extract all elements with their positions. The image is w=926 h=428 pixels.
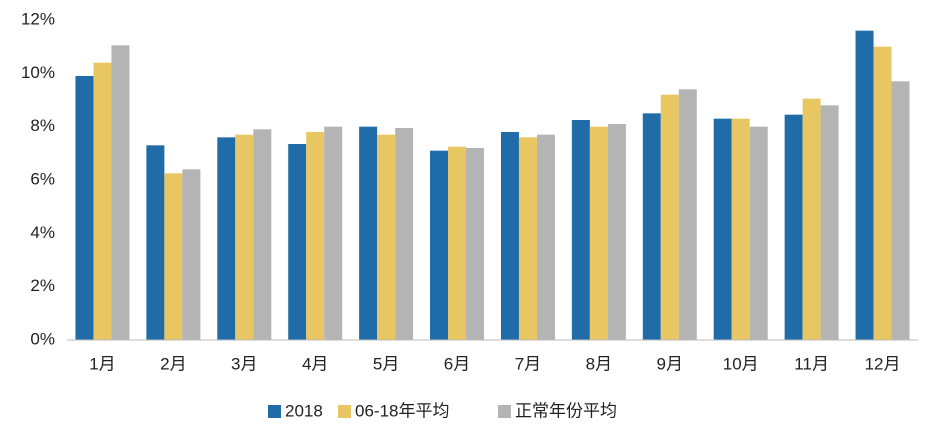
bar (713, 118, 732, 341)
bar (217, 137, 236, 340)
bar (93, 62, 112, 341)
bar (855, 30, 874, 341)
bar (75, 76, 94, 340)
bar (359, 126, 378, 341)
bar (820, 105, 839, 340)
x-tick-label: 7月 (515, 354, 541, 373)
x-tick-label: 9月 (657, 354, 683, 373)
bar (607, 124, 626, 340)
legend-swatch (338, 405, 351, 418)
bar (642, 113, 661, 340)
legend-swatch (268, 405, 281, 418)
bar (111, 45, 130, 340)
legend-label: 2018 (285, 401, 323, 420)
bar (518, 137, 537, 340)
bar (500, 132, 519, 340)
x-tick-label: 8月 (586, 354, 612, 373)
y-tick-label: 4% (30, 223, 55, 242)
x-tick-label: 6月 (444, 354, 470, 373)
legend-label: 06-18年平均 (355, 401, 449, 420)
bar (146, 145, 165, 340)
bar (164, 173, 183, 340)
y-tick-label: 12% (21, 9, 55, 28)
bar (678, 89, 697, 340)
bar (802, 98, 821, 341)
y-tick-label: 0% (30, 329, 55, 348)
x-tick-label: 12月 (865, 354, 901, 373)
legend-swatch (498, 405, 511, 418)
bar (377, 134, 396, 340)
y-tick-label: 10% (21, 63, 55, 82)
x-tick-label: 3月 (231, 354, 257, 373)
x-tick-label: 1月 (89, 354, 115, 373)
x-tick-label: 2月 (160, 354, 186, 373)
bar (395, 128, 414, 340)
legend-label: 正常年份平均 (515, 401, 617, 420)
y-tick-label: 2% (30, 276, 55, 295)
bar (466, 148, 485, 340)
x-tick-label: 4月 (302, 354, 328, 373)
bar (749, 126, 768, 341)
x-tick-label: 11月 (794, 354, 829, 373)
bar (571, 120, 590, 340)
bar (448, 146, 467, 340)
x-tick-label: 10月 (723, 354, 759, 373)
bar (306, 132, 325, 340)
bar (253, 129, 272, 340)
bar (430, 150, 449, 340)
bar (324, 126, 343, 341)
bar (288, 144, 307, 340)
bar (589, 126, 608, 341)
y-tick-label: 6% (30, 169, 55, 188)
bar (536, 134, 555, 340)
bar (873, 46, 892, 341)
bar (660, 94, 679, 341)
bar (731, 118, 750, 341)
y-tick-label: 8% (30, 116, 55, 135)
bar (784, 114, 803, 341)
bar (182, 169, 201, 340)
bar (235, 134, 254, 340)
x-tick-label: 5月 (373, 354, 399, 373)
bar (891, 81, 910, 340)
